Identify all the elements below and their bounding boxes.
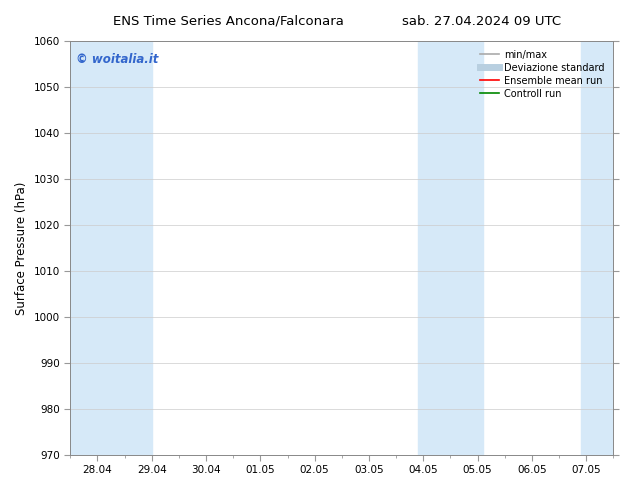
Bar [70, 41, 152, 455]
Bar [581, 41, 619, 455]
Text: ENS Time Series Ancona/Falconara: ENS Time Series Ancona/Falconara [113, 15, 344, 28]
Y-axis label: Surface Pressure (hPa): Surface Pressure (hPa) [15, 181, 28, 315]
Bar [418, 41, 483, 455]
Text: © woitalia.it: © woitalia.it [75, 53, 158, 67]
Legend: min/max, Deviazione standard, Ensemble mean run, Controll run: min/max, Deviazione standard, Ensemble m… [476, 46, 609, 102]
Title: ENS Time Series Ancona/Falconara      sab. 27.04.2024 09 UTC: ENS Time Series Ancona/Falconara sab. 27… [0, 489, 1, 490]
Text: sab. 27.04.2024 09 UTC: sab. 27.04.2024 09 UTC [403, 15, 561, 28]
